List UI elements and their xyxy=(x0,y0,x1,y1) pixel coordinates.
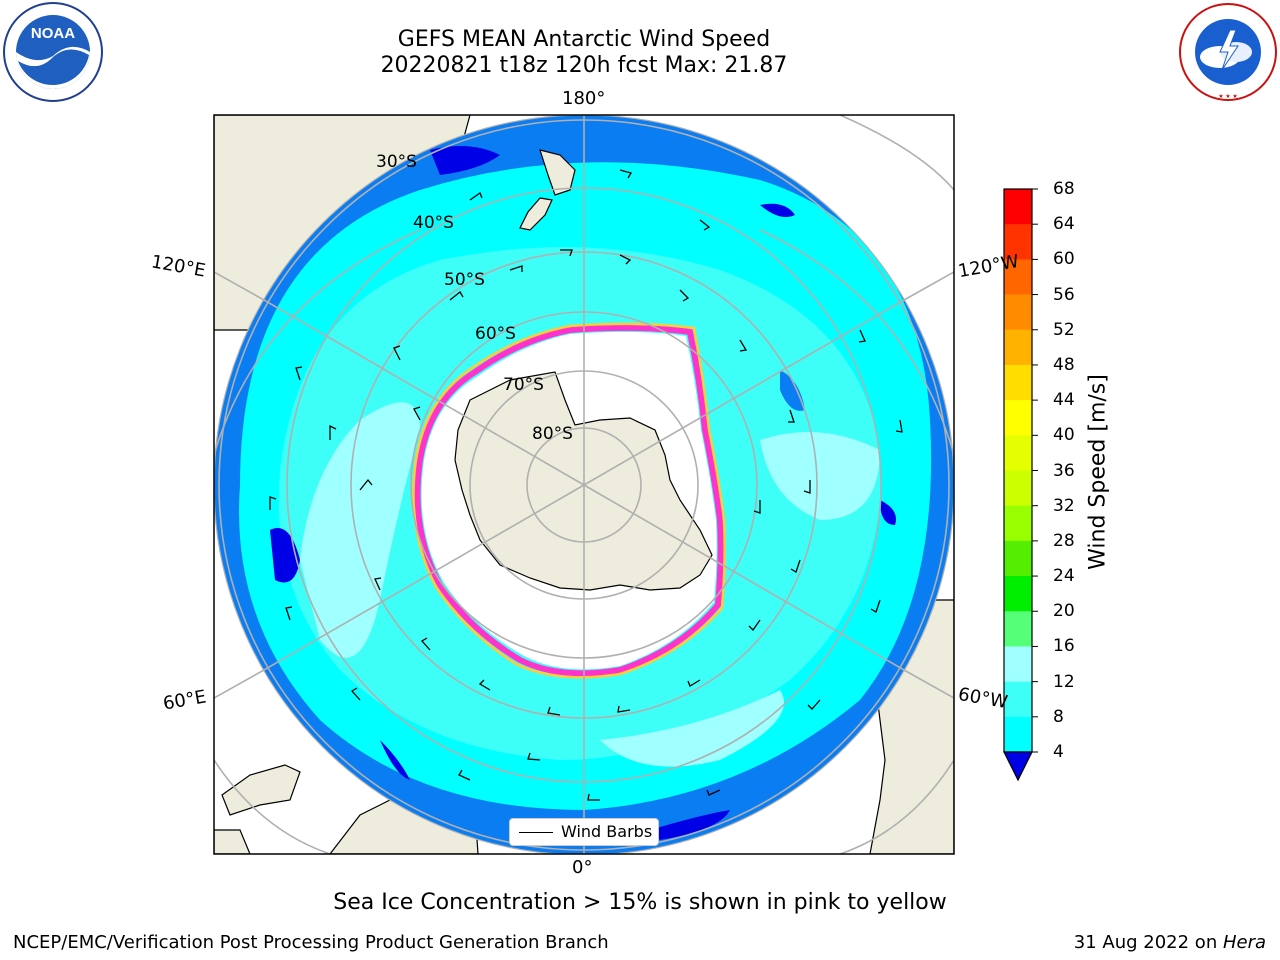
svg-text:★ ★ ★: ★ ★ ★ xyxy=(1218,93,1237,100)
lat-label-40s: 40°S xyxy=(413,213,454,233)
lon-label-180: 180° xyxy=(562,88,606,109)
colorbar-tick-label: 56 xyxy=(1053,284,1075,305)
colorbar-segment xyxy=(1004,294,1032,331)
colorbar-tick-label: 40 xyxy=(1053,425,1075,446)
colorbar-segment xyxy=(1004,435,1032,471)
colorbar-segment xyxy=(1004,540,1032,577)
colorbar-tick-label: 4 xyxy=(1053,742,1064,762)
wind-barbs xyxy=(269,169,903,801)
colorbar-segment xyxy=(1004,611,1032,647)
noaa-logo: NOAA xyxy=(3,2,103,102)
colorbar-tick-label: 60 xyxy=(1053,249,1075,270)
colorbar-segment xyxy=(1004,576,1032,612)
host-name: Hera xyxy=(1222,932,1266,953)
colorbar xyxy=(1004,188,1038,753)
colorbar-segment xyxy=(1004,716,1032,753)
colorbar-segment xyxy=(1004,681,1032,718)
lat-label-30s: 30°S xyxy=(376,152,417,172)
colorbar-tick-label: 16 xyxy=(1053,636,1075,657)
graticule xyxy=(218,115,950,854)
colorbar-under-arrow xyxy=(1003,751,1033,782)
credit-line: NCEP/EMC/Verification Post Processing Pr… xyxy=(13,932,609,953)
colorbar-tick-label: 64 xyxy=(1053,214,1075,235)
map-title: GEFS MEAN Antarctic Wind Speed xyxy=(397,27,771,52)
nws-logo: ★ ★ ★ xyxy=(1179,3,1277,101)
lon-label-0: 0° xyxy=(572,857,593,878)
colorbar-tick-label: 20 xyxy=(1053,601,1075,622)
colorbar-segment xyxy=(1004,189,1032,225)
colorbar-tick-label: 68 xyxy=(1053,179,1075,199)
colorbar-tick-label: 52 xyxy=(1053,319,1075,340)
colorbar-tick-label: 8 xyxy=(1053,706,1064,727)
legend-line xyxy=(519,832,553,833)
colorbar-segment xyxy=(1004,505,1032,542)
colorbar-segment xyxy=(1004,329,1032,366)
wind-band-16-20 xyxy=(300,402,420,658)
colorbar-label: Wind Speed [m/s] xyxy=(1085,374,1111,570)
colorbar-tick-label: 32 xyxy=(1053,495,1075,516)
date-line: 31 Aug 2022 on Hera xyxy=(1074,932,1266,953)
colorbar-segment xyxy=(1004,224,1032,260)
colorbar-segment xyxy=(1004,400,1032,436)
colorbar-tick-label: 24 xyxy=(1053,566,1075,587)
lat-label-70s: 70°S xyxy=(503,375,544,395)
colorbar-tick-label: 44 xyxy=(1053,390,1075,411)
colorbar-tick-label: 12 xyxy=(1053,671,1075,692)
colorbar-segment xyxy=(1004,364,1032,401)
lat-label-50s: 50°S xyxy=(444,270,485,290)
colorbar-tick-label: 28 xyxy=(1053,530,1075,551)
map-subtitle: 20220821 t18z 120h fcst Max: 21.87 xyxy=(380,53,788,78)
colorbar-segment xyxy=(1004,470,1032,507)
colorbar-segment xyxy=(1004,646,1032,683)
svg-text:NOAA: NOAA xyxy=(31,25,75,42)
sea-ice-edge xyxy=(414,324,724,677)
wind-barbs-legend: Wind Barbs xyxy=(509,818,659,846)
lat-label-80s: 80°S xyxy=(532,424,573,444)
legend-label: Wind Barbs xyxy=(561,822,653,841)
colorbar-tick-label: 36 xyxy=(1053,460,1075,481)
colorbar-tick-label: 48 xyxy=(1053,354,1075,375)
lat-label-60s: 60°S xyxy=(475,324,516,344)
colorbar-segment xyxy=(1004,259,1032,296)
sea-ice-caption: Sea Ice Concentration > 15% is shown in … xyxy=(333,890,947,915)
date-text: 31 Aug 2022 on xyxy=(1073,932,1223,953)
